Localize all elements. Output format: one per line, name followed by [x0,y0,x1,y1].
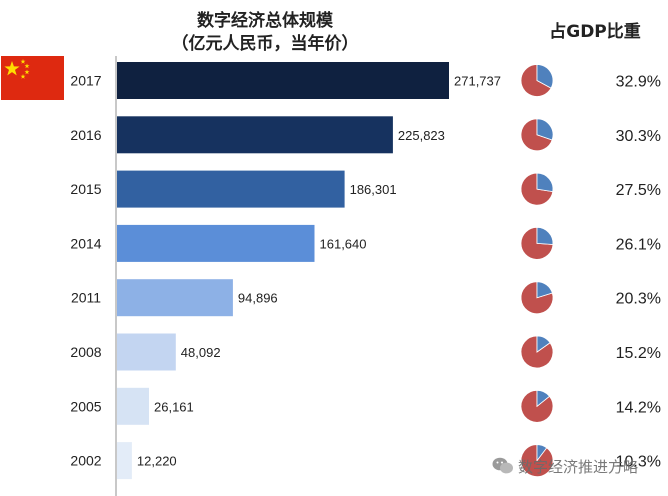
year-label: 2008 [70,344,101,360]
gdp-pie-share [536,389,551,408]
gdp-pie-rest [520,118,553,152]
watermark: 数字经济推进方略 [492,455,638,477]
year-label: 2014 [70,235,101,251]
value-label: 26,161 [154,399,194,414]
value-label: 186,301 [350,182,397,197]
chart-subtitle: （亿元人民币，当年价） [171,34,359,54]
value-label: 225,823 [398,128,445,143]
gdp-pie-share [536,172,554,193]
bar [117,116,393,154]
gdp-pie-share [536,64,554,89]
bar [117,333,176,371]
gdp-share-label: 26.1% [616,236,661,253]
category-axis-line [115,56,117,496]
watermark-text: 数字经济推进方略 [518,457,639,476]
bar [117,387,149,425]
gdp-pie-share [536,118,554,141]
chart-title: 数字经济总体规模 [197,11,333,31]
gdp-share-label: 32.9% [616,74,661,91]
gdp-pie-rest [520,335,554,369]
year-label: 2016 [70,127,101,143]
gdp-share-label: 14.2% [616,399,661,416]
gdp-pie-rest [520,64,552,97]
bar [117,442,132,480]
bar [117,62,449,99]
gdp-share-label: 15.2% [616,345,661,362]
gdp-pie-share [536,281,553,299]
value-label: 161,640 [320,236,367,251]
value-label: 94,896 [238,291,278,306]
year-label: 2011 [71,290,101,306]
year-label: 2005 [70,398,101,414]
bar [117,279,233,317]
year-label: 2015 [70,181,101,197]
gdp-pie-share [536,226,554,245]
bar [117,224,315,262]
gdp-share-label: 27.5% [616,182,661,199]
gdp-share-label: 30.3% [616,128,661,145]
year-label: 2002 [70,453,101,469]
value-label: 271,737 [454,74,501,89]
bar [117,170,345,208]
gdp-share-label: 10.3% [616,454,661,471]
year-label: 2017 [70,73,101,89]
china-flag-icon [1,56,64,100]
gdp-share-label: 20.3% [616,291,661,308]
wechat-icon [492,457,513,474]
value-label: 48,092 [181,345,221,360]
gdp-share-title: 占GDP比重 [549,22,641,42]
gdp-pie-share [536,444,548,462]
gdp-pie-share [536,335,551,353]
value-label: 12,220 [137,454,177,469]
